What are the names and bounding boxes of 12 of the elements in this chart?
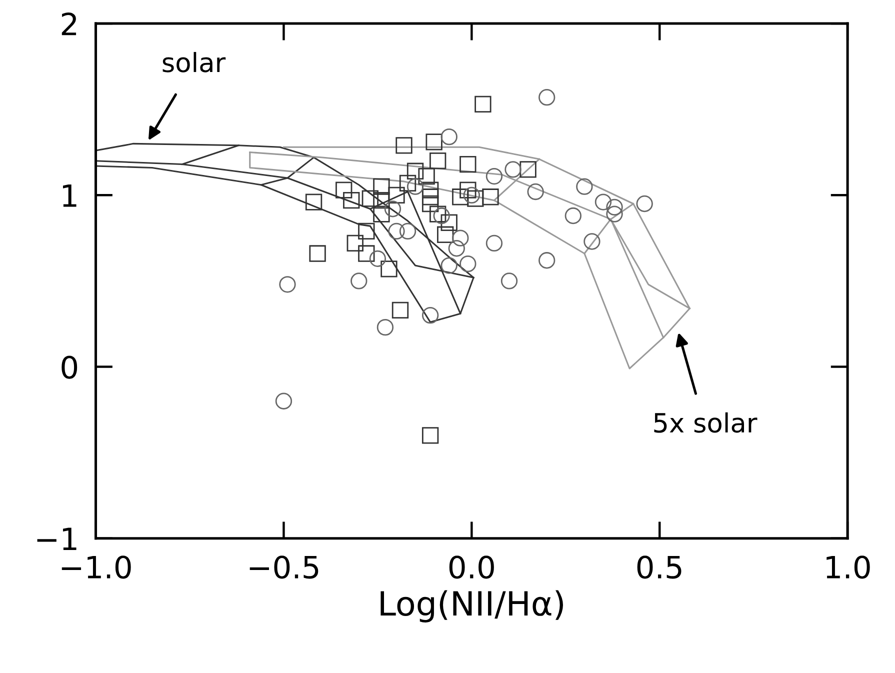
x-tick-label: 0.5	[637, 556, 682, 579]
y-tick-label: 1	[63, 184, 76, 207]
annotation: 5x solar	[654, 412, 758, 433]
x-axis-title: Log(NII/Hα)	[380, 590, 563, 622]
y-tick-label: 0	[62, 356, 78, 379]
x-tick-label: −1.0	[62, 556, 131, 579]
x-tick-label: −0.5	[250, 556, 318, 579]
x-tick-label: 1.0	[826, 556, 870, 579]
y-tick-label: 2	[62, 12, 76, 36]
annotation: solar	[162, 52, 226, 72]
x-tick-label: 0.0	[449, 556, 494, 579]
y-tick-label: −1	[37, 528, 76, 550]
